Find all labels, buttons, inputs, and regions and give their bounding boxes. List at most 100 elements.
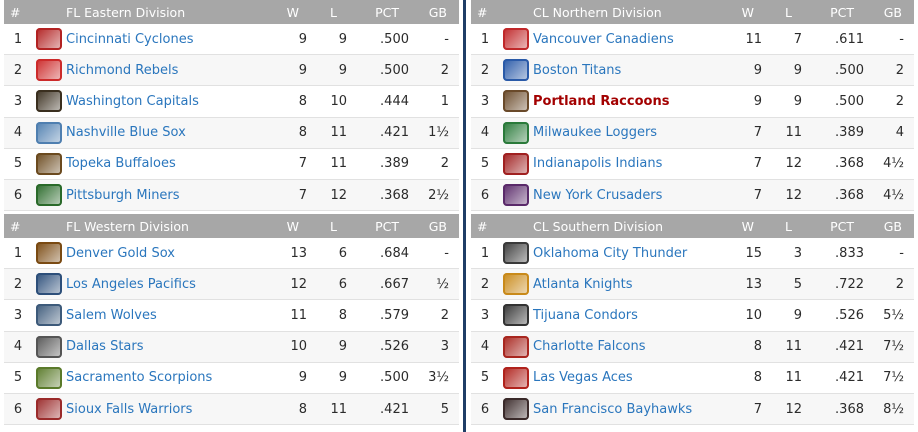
pct-column-header[interactable]: PCT [830, 4, 854, 20]
buffaloes-logo-icon[interactable] [36, 152, 62, 175]
team-name-link[interactable]: Nashville Blue Sox [66, 125, 186, 141]
scorpions-logo-icon[interactable] [36, 366, 62, 389]
blue-sox-logo-icon[interactable] [36, 121, 62, 144]
losses-column-header[interactable]: L [330, 4, 337, 20]
team-name-link[interactable]: Los Angeles Pacifics [66, 276, 196, 292]
falcons-logo-icon[interactable] [503, 335, 529, 358]
condors-logo-icon[interactable] [503, 304, 529, 327]
team-name-link[interactable]: Charlotte Falcons [533, 339, 646, 355]
team-games-behind: 7½ [883, 339, 904, 355]
gb-column-header[interactable]: GB [428, 218, 447, 234]
losses-column-header[interactable]: L [330, 218, 337, 234]
team-name-link[interactable]: Pittsburgh Miners [66, 187, 180, 203]
team-name-link[interactable]: Vancouver Canadiens [533, 31, 674, 47]
knights-logo-icon[interactable] [503, 273, 529, 296]
rebels-logo-icon[interactable] [36, 59, 62, 82]
pacifics-logo-icon[interactable] [36, 273, 62, 296]
team-name-link[interactable]: Tijuana Condors [533, 307, 638, 323]
team-cell: Dallas Stars [66, 339, 267, 354]
aces-logo-icon[interactable] [503, 366, 529, 389]
standings-row: 4 Dallas Stars 10 9 .526 3 [4, 331, 459, 363]
wins-column-header[interactable]: W [741, 4, 754, 20]
team-wins: 8 [298, 401, 307, 417]
loggers-logo-icon[interactable] [503, 121, 529, 144]
wolves-logo-icon[interactable] [36, 304, 62, 327]
indians-logo-icon[interactable] [503, 152, 529, 175]
stars-logo-icon[interactable] [36, 335, 62, 358]
team-cell: Atlanta Knights [533, 277, 722, 292]
pct-column-header[interactable]: PCT [375, 4, 399, 20]
team-name-link[interactable]: Sioux Falls Warriors [66, 401, 193, 417]
cyclones-logo-icon[interactable] [36, 28, 62, 51]
team-name-link[interactable]: New York Crusaders [533, 187, 663, 203]
wins-column-header[interactable]: W [286, 218, 299, 234]
team-games-behind: 4½ [883, 156, 904, 172]
team-name-link[interactable]: Atlanta Knights [533, 276, 633, 292]
team-name-link[interactable]: Cincinnati Cyclones [66, 31, 194, 47]
team-name-link[interactable]: Richmond Rebels [66, 62, 179, 78]
rank-column-header[interactable]: # [10, 4, 21, 20]
wins-column-header[interactable]: W [286, 4, 299, 20]
team-wins: 9 [298, 62, 307, 78]
team-name-link[interactable]: Milwaukee Loggers [533, 125, 658, 141]
gb-column-header[interactable]: GB [883, 218, 902, 234]
losses-column-header[interactable]: L [785, 4, 792, 20]
team-name-link[interactable]: San Francisco Bayhawks [533, 401, 693, 417]
gb-column-header[interactable]: GB [428, 4, 447, 20]
team-name-link[interactable]: Denver Gold Sox [66, 245, 175, 261]
team-losses: 12 [330, 187, 347, 203]
thunder-logo-icon[interactable] [503, 242, 529, 265]
warriors-logo-icon[interactable] [36, 398, 62, 421]
team-pct: .579 [380, 307, 409, 323]
standings-row: 2 Richmond Rebels 9 9 .500 2 [4, 55, 459, 87]
wins-column-header[interactable]: W [741, 218, 754, 234]
team-pct: .368 [835, 187, 864, 203]
team-games-behind: - [899, 31, 904, 47]
team-logo-cell [499, 366, 533, 389]
pct-column-header[interactable]: PCT [830, 218, 854, 234]
canadiens-logo-icon[interactable] [503, 28, 529, 51]
losses-column-header[interactable]: L [785, 218, 792, 234]
team-logo-cell [499, 398, 533, 421]
team-games-behind: 7½ [883, 370, 904, 386]
team-name-link[interactable]: Indianapolis Indians [533, 156, 663, 172]
team-logo-cell [32, 335, 66, 358]
team-rank: 5 [480, 370, 490, 386]
team-name-link[interactable]: Washington Capitals [66, 93, 199, 109]
team-name-link[interactable]: Oklahoma City Thunder [533, 245, 688, 261]
capitals-logo-icon[interactable] [36, 90, 62, 113]
team-rank: 6 [480, 401, 490, 417]
titans-logo-icon[interactable] [503, 59, 529, 82]
team-name-link[interactable]: Portland Raccoons [533, 93, 670, 109]
miners-logo-icon[interactable] [36, 184, 62, 207]
team-losses: 8 [338, 307, 347, 323]
team-games-behind: - [899, 245, 904, 261]
team-pct: .684 [380, 245, 409, 261]
bayhawks-logo-icon[interactable] [503, 398, 529, 421]
raccoons-logo-icon[interactable] [503, 90, 529, 113]
rank-column-header[interactable]: # [10, 218, 21, 234]
team-name-link[interactable]: Boston Titans [533, 62, 622, 78]
team-logo-cell [32, 28, 66, 51]
team-name-link[interactable]: Sacramento Scorpions [66, 370, 213, 386]
standings-row: 2 Atlanta Knights 13 5 .722 2 [471, 269, 914, 301]
pct-column-header[interactable]: PCT [375, 218, 399, 234]
gb-column-header[interactable]: GB [883, 4, 902, 20]
rank-column-header[interactable]: # [477, 4, 488, 20]
team-name-link[interactable]: Las Vegas Aces [533, 370, 633, 386]
standings-row: 5 Sacramento Scorpions 9 9 .500 3½ [4, 362, 459, 394]
team-cell: Sioux Falls Warriors [66, 402, 267, 417]
team-logo-cell [499, 242, 533, 265]
rank-column-header[interactable]: # [477, 218, 488, 234]
standings-row: 3 Salem Wolves 11 8 .579 2 [4, 300, 459, 332]
team-pct: .722 [835, 276, 864, 292]
team-name-link[interactable]: Topeka Buffaloes [66, 156, 176, 172]
team-wins: 7 [298, 187, 307, 203]
team-name-link[interactable]: Salem Wolves [66, 307, 157, 323]
team-logo-cell [32, 59, 66, 82]
gold-sox-logo-icon[interactable] [36, 242, 62, 265]
team-name-link[interactable]: Dallas Stars [66, 339, 144, 355]
team-rank: 5 [13, 370, 23, 386]
team-losses: 9 [338, 31, 347, 47]
crusaders-logo-icon[interactable] [503, 184, 529, 207]
